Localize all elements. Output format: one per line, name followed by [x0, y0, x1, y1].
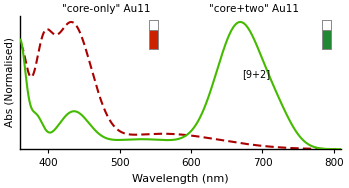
Text: "core-only" Au11: "core-only" Au11: [62, 4, 151, 14]
Y-axis label: Abs (Normalised): Abs (Normalised): [4, 37, 14, 127]
Bar: [322, 20, 331, 49]
Bar: [149, 20, 157, 30]
Bar: [149, 20, 157, 49]
Text: "core+two" Au11: "core+two" Au11: [209, 4, 299, 14]
Text: [9+2]: [9+2]: [242, 69, 270, 79]
X-axis label: Wavelength (nm): Wavelength (nm): [132, 174, 229, 184]
Bar: [322, 20, 331, 30]
Bar: [149, 30, 157, 49]
Bar: [322, 30, 331, 49]
